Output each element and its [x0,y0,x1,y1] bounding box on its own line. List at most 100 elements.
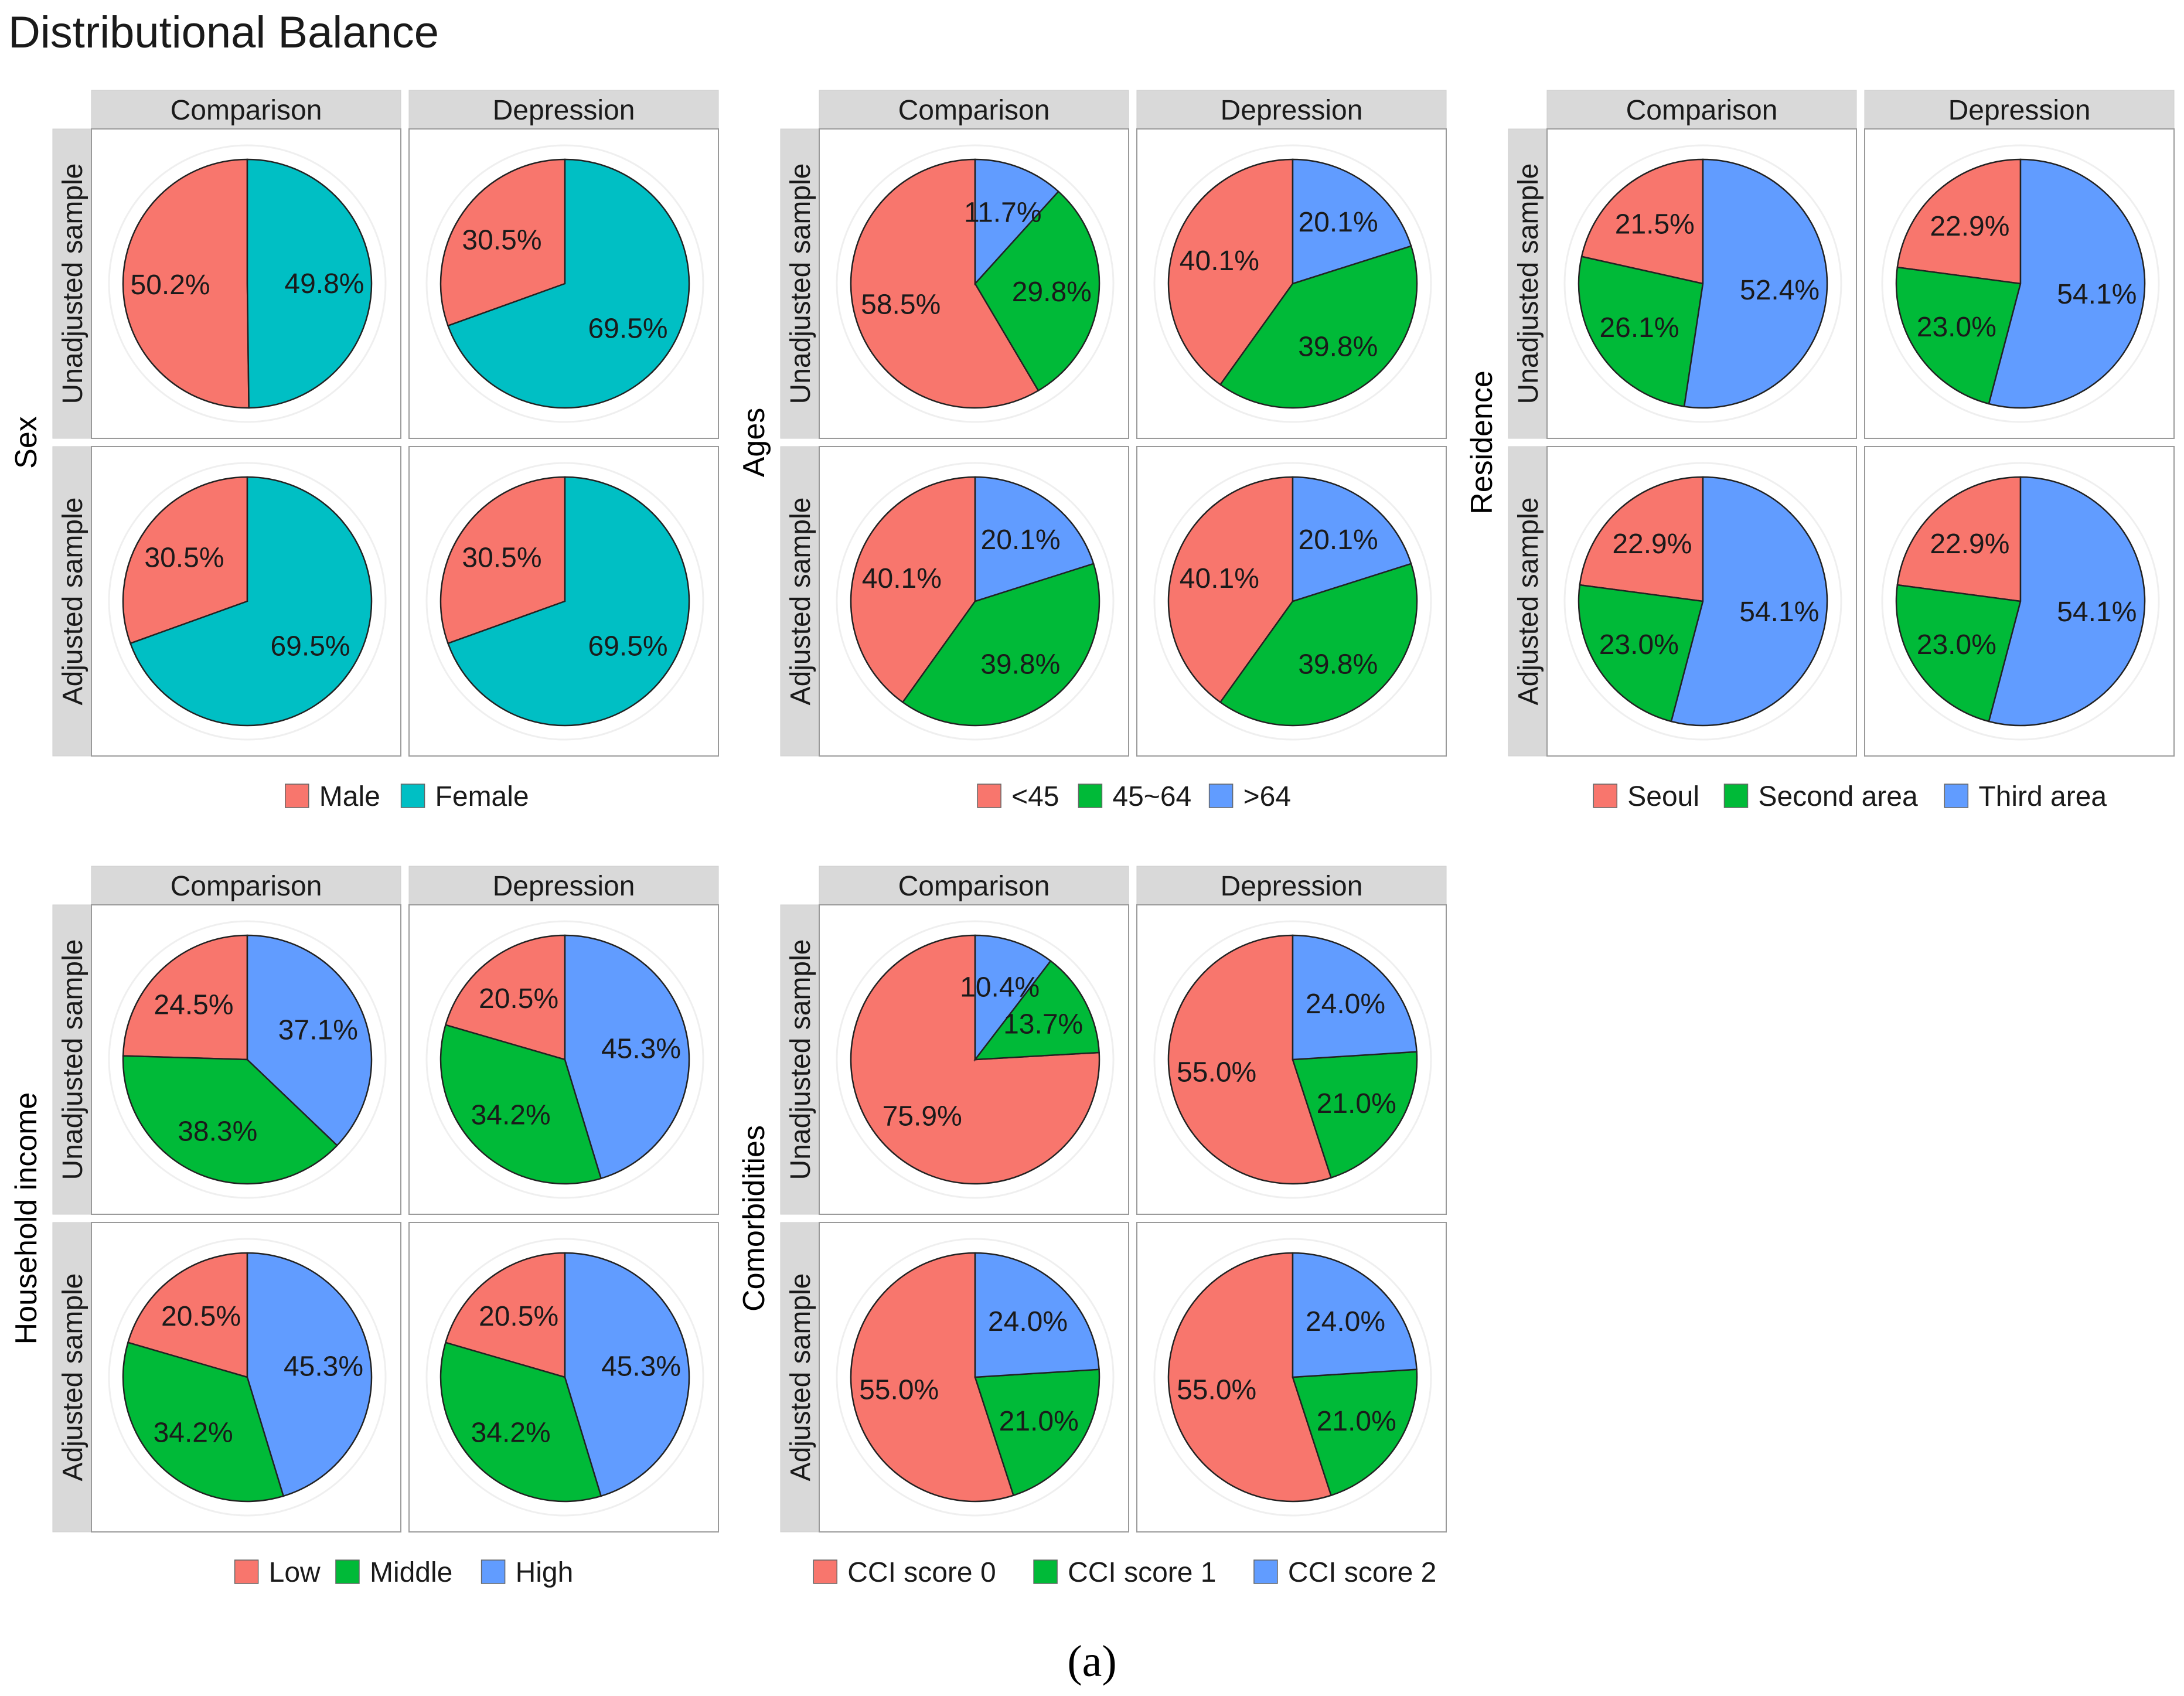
polar-grid-circle [836,462,1115,741]
panel: 21.5% 26.1% 52.4% [1546,128,1857,439]
legend-label-third-area: Third area [1978,781,2107,812]
pie-slice-second-area [1895,584,2022,723]
pie-slice-45-64 [901,563,1100,727]
facet-strip-column [408,90,719,130]
facet-label-column: Comparison [171,95,322,126]
panel: 55.0% 21.0% 24.0% [819,1222,1129,1532]
pie-slice-low [127,1252,248,1378]
legend: <45 45~64 >64 [977,781,1291,812]
slice-label-third-area: 54.1% [1739,597,1819,628]
facet-label-column: Depression [1221,95,1363,126]
pie-slice-64 [974,158,1059,286]
slice-label-low: 20.5% [161,1301,241,1332]
facet-label-column: Depression [1948,95,2091,126]
facet-strip-column [819,90,1129,130]
pie-slice-64 [1292,476,1412,602]
slice-label-third-area: 52.4% [1740,275,1820,306]
legend: Seoul Second area Third area [1593,781,2107,812]
slice-label-high: 37.1% [278,1014,358,1045]
facet-strip-column [91,866,401,905]
pie-slice-cci-score-2 [974,934,1052,1062]
legend-label-45-64: 45~64 [1112,781,1191,812]
facet-strip-column [1136,866,1447,905]
facet-label-row: Unadjusted sample [57,939,88,1180]
legend-key-cci-score-2 [1253,1559,1278,1584]
pie-slice-45 [850,158,1040,409]
panel: 40.1% 39.8% 20.1% [819,446,1129,757]
panel: 50.2% 49.8% [91,128,401,439]
pie-slice-middle [122,1341,285,1503]
pie-slice-third-area [1670,476,1828,727]
slice-label-high: 45.3% [284,1351,363,1382]
panel: 22.9% 23.0% 54.1% [1864,446,2175,757]
pie-slice-cci-score-0 [850,1252,1015,1503]
polar-grid-circle [108,144,387,423]
slice-label-cci-score-1: 21.0% [1317,1406,1396,1437]
legend-key-female [400,784,425,808]
slice-label-middle: 38.3% [178,1116,257,1147]
slice-label-seoul: 21.5% [1615,209,1695,240]
pie-slice-cci-score-2 [1292,1252,1418,1378]
pie-slice-female [447,476,690,727]
pie-slice-cci-score-2 [1292,934,1418,1061]
facet-strip-column [91,90,401,130]
legend-key-cci-score-0 [813,1559,837,1584]
polar-grid-circle [836,144,1115,423]
pie-slice-cci-score-2 [974,1252,1100,1378]
slice-label-45: 58.5% [861,290,941,321]
legend: CCI score 0 CCI score 1 CCI score 2 [813,1557,1436,1588]
facet-label-row: Unadjusted sample [1513,164,1544,404]
facet-strip-row [52,904,92,1215]
panel: 20.5% 34.2% 45.3% [91,1222,401,1532]
panel: 24.5% 38.3% 37.1% [91,904,401,1215]
slice-label-third-area: 54.1% [2057,597,2137,628]
legend-label-cci-score-1: CCI score 1 [1068,1557,1216,1588]
slice-label-cci-score-0: 55.0% [1177,1375,1256,1406]
facet-label-row: Adjusted sample [785,1273,816,1482]
pie-slice-male [439,158,566,327]
legend-label-middle: Middle [370,1557,452,1588]
slice-label-high: 45.3% [601,1034,681,1065]
pie-slice-64 [1292,158,1412,285]
slice-label-cci-score-2: 24.0% [1306,989,1385,1020]
pie-slice-female [447,158,690,409]
polar-grid-circle [425,144,704,423]
slice-label-cci-score-0: 75.9% [883,1101,962,1132]
facet-label-column: Comparison [898,871,1050,902]
panel: 58.5% 29.8% 11.7% [819,128,1129,439]
slice-label-cci-score-2: 24.0% [988,1306,1068,1337]
facet-strip-row [52,128,92,439]
slice-label-45: 40.1% [1180,563,1259,594]
slice-label-45-64: 39.8% [980,649,1060,680]
facet-label-row: Unadjusted sample [785,164,816,404]
facet-strip-row [780,904,820,1215]
slice-label-female: 49.8% [284,268,364,299]
pie-slice-male [122,158,250,409]
legend-label-low: Low [269,1557,321,1588]
pie-slice-third-area [1988,476,2146,727]
axis-title-comorbidities: Comorbidities [737,1125,771,1312]
slice-label-cci-score-0: 55.0% [1177,1057,1256,1088]
slice-label-45-64: 39.8% [1298,331,1378,362]
pie-slice-seoul [1579,476,1704,602]
facet-label-row: Adjusted sample [57,498,88,706]
legend-key-64 [1208,784,1234,808]
slice-label-middle: 34.2% [471,1418,551,1449]
polar-grid-circle [1153,462,1432,741]
slice-label-low: 24.5% [154,990,233,1021]
legend-label-male: Male [319,781,380,812]
polar-grid-circle [425,1238,704,1517]
axis-title-sex: Sex [9,416,43,469]
pie-slice-male [122,476,248,645]
axis-title-residence: Residence [1465,370,1499,515]
panel: 40.1% 39.8% 20.1% [1136,446,1447,757]
slice-label-45: 40.1% [1180,246,1259,277]
axis-title-ages: Ages [737,408,771,478]
slice-label-cci-score-1: 21.0% [999,1406,1079,1437]
pie-slice-high [246,934,373,1147]
pie-slice-second-area [1895,266,2022,405]
polar-grid-circle [108,1238,387,1517]
legend-key-high [481,1559,506,1584]
panel: 22.9% 23.0% 54.1% [1864,128,2175,439]
pie-slice-cci-score-0 [850,934,1100,1185]
